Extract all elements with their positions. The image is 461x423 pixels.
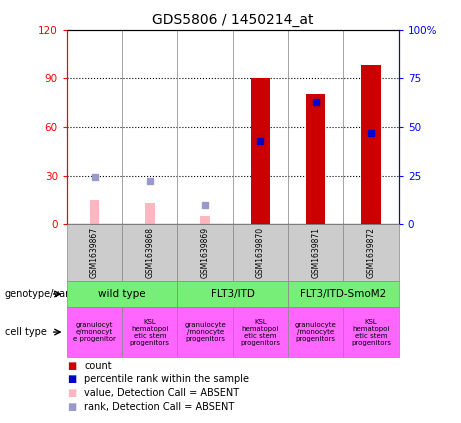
Text: granulocyte
/monocyte
progenitors: granulocyte /monocyte progenitors [184, 322, 226, 342]
Text: ■: ■ [67, 401, 76, 412]
Bar [89, 200, 100, 224]
Bar [361, 65, 381, 224]
Text: genotype/variation: genotype/variation [5, 289, 97, 299]
Text: percentile rank within the sample: percentile rank within the sample [84, 374, 249, 385]
Bar [145, 203, 155, 224]
Text: value, Detection Call = ABSENT: value, Detection Call = ABSENT [84, 388, 239, 398]
Text: wild type: wild type [98, 289, 146, 299]
Text: granulocyte
/monocyte
progenitors: granulocyte /monocyte progenitors [295, 322, 337, 342]
Text: granulocyt
e/monocyt
e progenitor: granulocyt e/monocyt e progenitor [73, 322, 116, 342]
Bar [251, 78, 270, 224]
Text: GSM1639867: GSM1639867 [90, 227, 99, 278]
Text: GSM1639870: GSM1639870 [256, 227, 265, 278]
Text: GSM1639868: GSM1639868 [145, 227, 154, 278]
Title: GDS5806 / 1450214_at: GDS5806 / 1450214_at [152, 13, 313, 27]
Text: count: count [84, 361, 112, 371]
Text: KSL
hematopoi
etic stem
progenitors: KSL hematopoi etic stem progenitors [130, 319, 170, 346]
Bar [200, 216, 210, 224]
Text: KSL
hematopoi
etic stem
progenitors: KSL hematopoi etic stem progenitors [241, 319, 280, 346]
Text: ■: ■ [67, 361, 76, 371]
Text: ■: ■ [67, 388, 76, 398]
Text: rank, Detection Call = ABSENT: rank, Detection Call = ABSENT [84, 401, 235, 412]
Text: cell type: cell type [5, 327, 47, 337]
Text: GSM1639869: GSM1639869 [201, 227, 210, 278]
Bar [306, 94, 325, 224]
Text: KSL
hematopoi
etic stem
progenitors: KSL hematopoi etic stem progenitors [351, 319, 391, 346]
Text: FLT3/ITD: FLT3/ITD [211, 289, 255, 299]
Text: GSM1639872: GSM1639872 [366, 227, 376, 278]
Text: GSM1639871: GSM1639871 [311, 227, 320, 278]
Text: ■: ■ [67, 374, 76, 385]
Text: FLT3/ITD-SmoM2: FLT3/ITD-SmoM2 [300, 289, 387, 299]
